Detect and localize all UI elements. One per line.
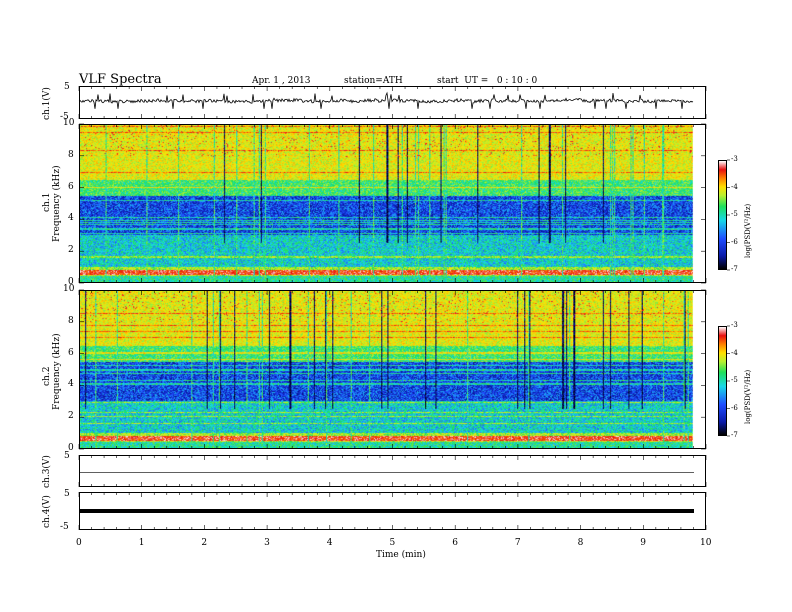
colorbar-tick-label: -7 [731, 431, 738, 439]
ch2-spectrogram-panel [79, 290, 706, 449]
colorbar-tick-label: -3 [731, 155, 738, 163]
freq-tick-label: 0 [68, 443, 74, 453]
freq-tick-label: 2 [68, 411, 74, 422]
freq-tick-label: 4 [68, 213, 74, 224]
ch4-waveform-band [79, 509, 694, 513]
chart-title: VLF Spectra [79, 72, 162, 87]
freq-tick-label: 6 [68, 347, 74, 358]
x-tick-label: 5 [389, 538, 396, 548]
ch1-colorbar [718, 160, 727, 270]
colorbar-tick-label: -5 [731, 376, 738, 384]
colorbar-tick-label: -6 [731, 237, 738, 246]
header-date: Apr. 1 , 2013 [252, 76, 311, 86]
colorbar-tick-label: -6 [731, 403, 738, 412]
freq-tick-label: 0 [68, 277, 74, 287]
colorbar-tick-label: -7 [731, 265, 738, 273]
colorbar-tick-label: -4 [731, 182, 738, 191]
x-tick-label: 10 [700, 538, 712, 548]
freq-tick-label: 10 [63, 118, 75, 128]
ch1-spectrogram-panel [79, 124, 706, 283]
ch2-colorbar [718, 326, 727, 436]
x-tick-label: 2 [201, 538, 208, 548]
x-tick-label: 7 [514, 538, 521, 548]
x-tick-label: 0 [76, 538, 82, 548]
colorbar-tick-label: -4 [731, 348, 738, 357]
header-start-time: start UT = 0 : 10 : 0 [437, 76, 538, 86]
ch3-ytick-top: 5 [64, 451, 70, 461]
ch4-ytick-bottom: -5 [60, 522, 69, 532]
freq-tick-label: 8 [68, 315, 74, 326]
x-tick-label: 4 [326, 538, 333, 548]
header-station: station=ATH [344, 76, 403, 86]
ch1-spectrogram-heatmap [80, 125, 705, 282]
ch4-ytick-top: 5 [64, 489, 70, 499]
x-tick-label: 3 [264, 538, 270, 548]
x-tick-label: 6 [452, 538, 458, 548]
freq-tick-label: 10 [63, 284, 75, 294]
x-tick-label: 8 [577, 538, 584, 548]
ch1-ytick-bottom: -5 [60, 112, 69, 122]
x-axis-label: Time (min) [376, 550, 426, 560]
freq-tick-label: 6 [68, 181, 74, 192]
colorbar-tick-label: -3 [731, 321, 738, 329]
ch2-spectrogram-heatmap [80, 291, 705, 448]
freq-tick-label: 4 [68, 379, 74, 390]
freq-tick-label: 2 [68, 245, 74, 256]
x-tick-label: 9 [640, 538, 647, 548]
ch1-waveform-line [78, 91, 694, 109]
ch1-ytick-top: 5 [64, 82, 70, 92]
freq-tick-label: 8 [68, 149, 74, 160]
colorbar-tick-label: -5 [731, 210, 738, 218]
x-tick-label: 1 [138, 538, 145, 548]
